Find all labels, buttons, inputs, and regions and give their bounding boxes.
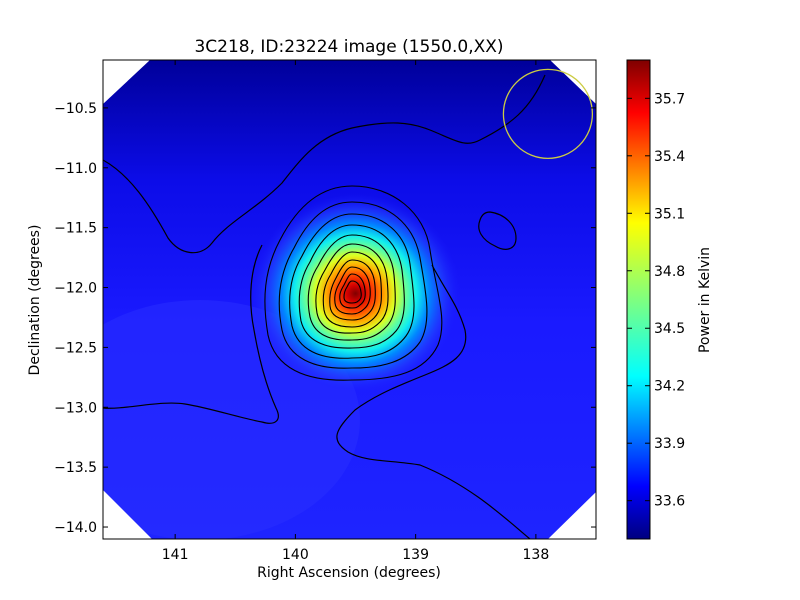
y-axis-label: Declination (degrees) bbox=[27, 225, 43, 376]
x-tick-label: 138 bbox=[523, 547, 550, 563]
source-contour-ring bbox=[307, 234, 396, 341]
source-contour-ring bbox=[264, 185, 443, 381]
colorbar-frame bbox=[626, 59, 651, 540]
colorbar-label: Power in Kelvin bbox=[697, 247, 713, 353]
y-axis: −10.5 −11.0 −11.5 −12.0 −12.5 −13.0 −13.5 −14.0 bbox=[54, 101, 596, 536]
colorbar-tick-label: 34.5 bbox=[654, 321, 685, 337]
contour-upper bbox=[103, 74, 546, 254]
x-axis: 141 140 139 138 bbox=[162, 60, 549, 563]
chart-title: 3C218, ID:23224 image (1550.0,XX) bbox=[194, 37, 503, 57]
source-contours bbox=[264, 185, 443, 381]
y-tick-label: −12.5 bbox=[54, 340, 97, 356]
y-tick-label: −14.0 bbox=[54, 520, 97, 536]
beam-circle bbox=[502, 68, 594, 160]
colorbar: 33.6 33.9 34.2 34.5 34.8 35.1 35.4 35.7 Power i… bbox=[626, 59, 713, 540]
x-axis-label: Right Ascension (degrees) bbox=[257, 565, 441, 581]
source-emission bbox=[250, 193, 461, 394]
x-tick-label: 141 bbox=[162, 547, 189, 563]
y-tick-label: −13.5 bbox=[54, 460, 97, 476]
colorbar-tick-label: 33.9 bbox=[654, 436, 685, 452]
y-tick-label: −12.0 bbox=[54, 281, 97, 297]
contour-lower-right bbox=[336, 264, 531, 539]
corner-blank-tl bbox=[103, 60, 150, 104]
y-tick-label: −10.5 bbox=[54, 101, 97, 117]
colorbar-tick-label: 33.6 bbox=[654, 494, 685, 510]
source-contour-ring bbox=[278, 201, 428, 369]
x-tick-label: 139 bbox=[402, 547, 429, 563]
corner-blank-bl bbox=[103, 490, 152, 539]
y-tick-label: −13.0 bbox=[54, 400, 97, 416]
source-contour-ring bbox=[289, 213, 415, 359]
source-contour-ring bbox=[322, 251, 383, 328]
colorbar-gradient bbox=[627, 60, 650, 539]
plot-frame bbox=[102, 59, 597, 540]
colorbar-tick-label: 35.7 bbox=[654, 91, 685, 107]
y-tick-label: −11.0 bbox=[54, 161, 97, 177]
y-tick-label: −11.5 bbox=[54, 221, 97, 237]
contour-small-blob bbox=[478, 211, 517, 250]
colorbar-tick-label: 35.1 bbox=[654, 206, 685, 222]
colorbar-tick-label: 34.8 bbox=[654, 264, 685, 280]
corner-blank-br bbox=[548, 492, 596, 539]
source-contour-ring bbox=[315, 243, 389, 334]
colorbar-tick-label: 35.4 bbox=[654, 149, 685, 165]
source-contour-ring bbox=[339, 273, 366, 309]
source-contour-ring bbox=[343, 280, 362, 304]
contour-left-lower bbox=[103, 244, 279, 424]
plot-area bbox=[103, 60, 596, 539]
x-tick-label: 140 bbox=[282, 547, 309, 563]
source-contour-ring bbox=[334, 266, 371, 315]
colorbar-ticks: 33.6 33.9 34.2 34.5 34.8 35.1 35.4 35.7 bbox=[627, 91, 685, 510]
source-contour-ring bbox=[329, 259, 376, 321]
source-contour-ring bbox=[298, 224, 405, 349]
colorbar-tick-label: 34.2 bbox=[654, 379, 685, 395]
